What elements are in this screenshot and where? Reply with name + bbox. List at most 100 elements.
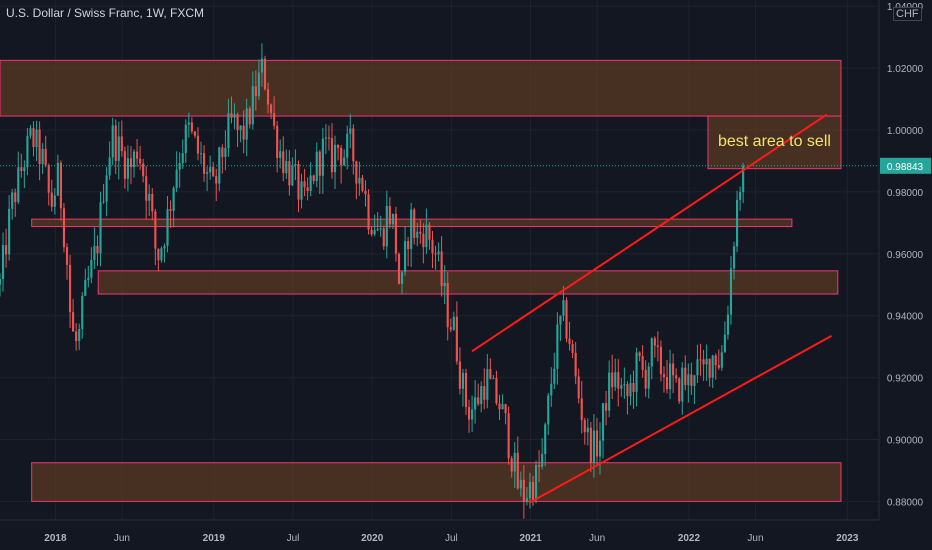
candle-body <box>373 230 376 235</box>
candle-body <box>464 372 468 408</box>
candle-body <box>160 248 163 261</box>
candle-body <box>413 209 416 238</box>
candle-body <box>221 147 224 157</box>
candle-body <box>1 245 5 279</box>
candle-body <box>166 209 169 246</box>
candle-body <box>385 206 388 247</box>
candle-body <box>440 251 443 287</box>
last-price-label: 0.98843 <box>887 162 924 173</box>
candle-body <box>340 147 343 166</box>
candle-body <box>675 375 678 379</box>
candle-body <box>489 369 492 379</box>
candle-body <box>81 295 84 329</box>
candle-body <box>525 498 528 502</box>
candle-body <box>337 144 340 148</box>
candle-body <box>123 151 126 179</box>
candle-body <box>355 161 358 184</box>
candle-body <box>416 231 419 238</box>
candle-body <box>75 331 78 342</box>
candle-body <box>184 124 187 154</box>
candle-body <box>605 403 608 411</box>
candle-body <box>608 372 611 411</box>
time-axis-bg <box>0 520 932 550</box>
y-tick-label: 0.98000 <box>887 188 924 199</box>
x-tick-label: 2018 <box>44 533 67 544</box>
candle-body <box>474 397 477 410</box>
candle-body <box>318 151 321 176</box>
candle-body <box>202 153 206 174</box>
candle-body <box>11 192 14 209</box>
candle-body <box>276 125 279 158</box>
candle-body <box>157 248 160 261</box>
x-tick-label: Jun <box>747 533 763 544</box>
candle-body <box>102 201 105 203</box>
candle-body <box>422 233 425 248</box>
candle-body <box>452 316 455 330</box>
candle-body <box>169 209 172 211</box>
candle-body <box>14 192 17 203</box>
candle-body <box>708 358 711 378</box>
candle-body <box>571 343 574 353</box>
candle-body <box>553 368 556 384</box>
candle-body <box>531 481 535 500</box>
chart-title: U.S. Dollar / Swiss Franc, 1W, FXCM <box>6 6 205 20</box>
candle-body <box>388 206 391 225</box>
zone-rect <box>31 462 842 502</box>
candle-body <box>270 104 273 114</box>
candle-body <box>400 272 404 284</box>
candle-body <box>148 193 151 201</box>
candle-body <box>0 278 2 285</box>
candle-body <box>260 58 263 73</box>
candle-body <box>59 162 62 209</box>
candle-body <box>434 253 437 255</box>
candle-body <box>589 427 592 463</box>
candle-body <box>47 165 50 193</box>
candle-body <box>510 458 513 472</box>
candle-body <box>367 194 370 230</box>
candle-body <box>656 345 659 347</box>
candle-body <box>556 324 559 369</box>
candle-body <box>702 359 705 365</box>
candle-body <box>449 327 452 330</box>
candle-body <box>486 369 489 400</box>
candle-body <box>729 268 733 315</box>
candle-body <box>215 176 218 184</box>
candle-body <box>26 135 29 168</box>
candle-body <box>135 151 139 159</box>
candle-body <box>723 334 726 353</box>
candle-body <box>501 404 504 410</box>
candle-body <box>446 282 449 328</box>
candle-body <box>251 86 254 125</box>
candle-body <box>187 122 190 125</box>
candle-body <box>397 253 401 284</box>
candle-body <box>108 157 111 176</box>
candle-body <box>324 137 327 139</box>
candle-body <box>279 151 282 158</box>
candle-body <box>638 352 641 357</box>
candle-body <box>163 245 166 249</box>
candle-body <box>687 374 690 386</box>
candle-body <box>382 228 385 247</box>
candle-body <box>321 138 324 176</box>
x-tick-label: 2020 <box>361 533 384 544</box>
candle-body <box>513 452 516 472</box>
x-tick-label: Jul <box>287 533 300 544</box>
candle-body <box>598 440 602 457</box>
candle-body <box>425 224 428 248</box>
candle-body <box>736 199 739 247</box>
candle-body <box>732 246 736 269</box>
candle-body <box>111 125 114 158</box>
x-tick-label: 2021 <box>519 533 542 544</box>
candle-body <box>8 208 11 255</box>
candle-body <box>245 108 248 140</box>
x-tick-label: Jun <box>589 533 605 544</box>
candle-body <box>44 148 47 166</box>
candle-body <box>236 114 239 131</box>
candle-body <box>239 125 242 131</box>
candle-body <box>678 378 681 402</box>
candle-body <box>23 167 26 171</box>
candle-body <box>20 167 23 171</box>
candle-body <box>120 136 123 152</box>
